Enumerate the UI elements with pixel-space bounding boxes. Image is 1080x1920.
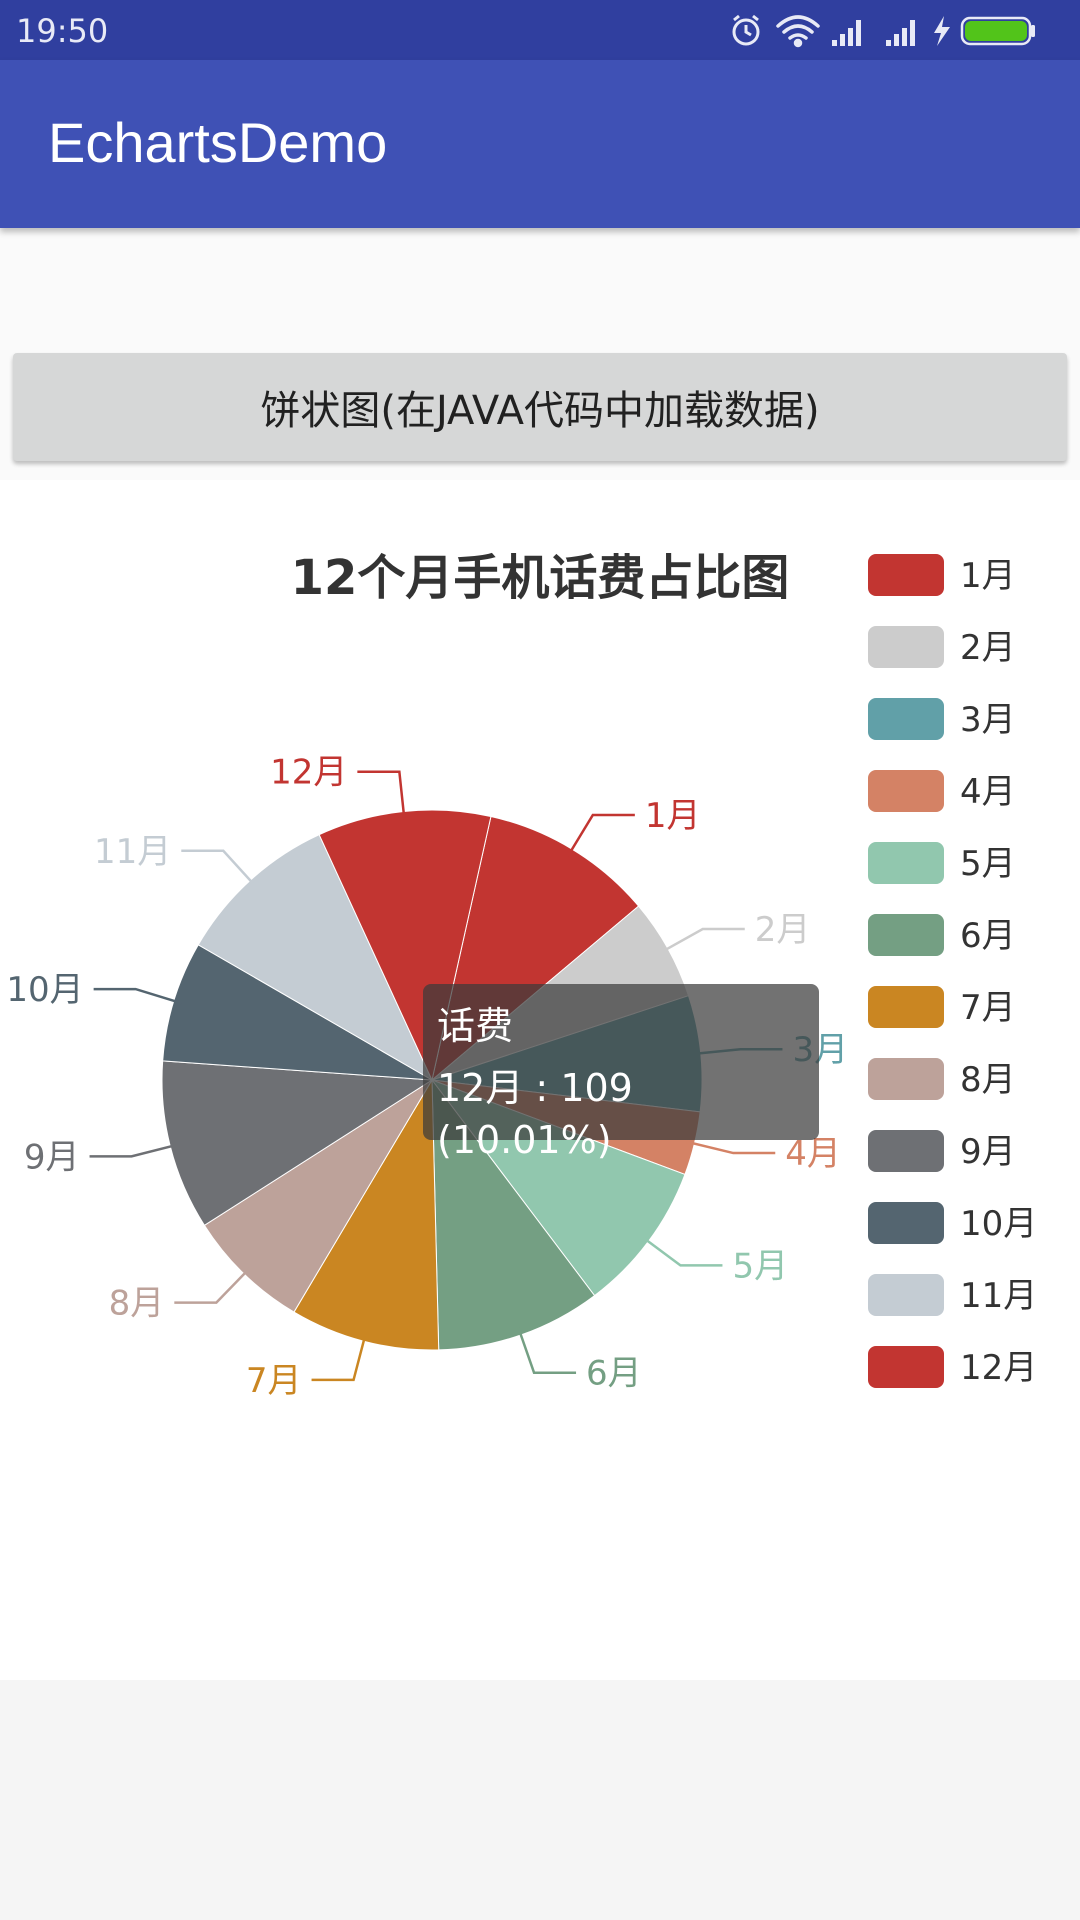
pie-callout-line-2 [660,927,745,954]
legend-swatch-9[interactable] [868,1130,944,1172]
legend-label-10[interactable]: 10月 [960,1204,1037,1244]
wifi-icon [776,15,820,48]
legend-label-7[interactable]: 7月 [960,988,1016,1028]
pie-callout-line-1 [566,813,635,857]
pie-label-2: 2月 [755,910,811,950]
legend-swatch-11[interactable] [868,1274,944,1316]
legend-swatch-5[interactable] [868,842,944,884]
pie-chart-button[interactable]: 饼状图(在JAVA代码中加载数据) [13,353,1067,461]
pie-callout-line-7 [311,1333,367,1382]
legend-label-1[interactable]: 1月 [960,556,1016,596]
legend-label-8[interactable]: 8月 [960,1060,1016,1100]
app-bar: EchartsDemo [0,60,1080,228]
legend-swatch-1[interactable] [868,554,944,596]
status-time: 19:50 [16,12,109,50]
pie-callout-line-9 [89,1143,179,1158]
pie-callout-line-6 [517,1326,577,1374]
pie-callout-line-4 [686,1140,776,1155]
legend-swatch-6[interactable] [868,914,944,956]
pie-label-12: 12月 [270,753,347,793]
pie-label-11: 11月 [94,832,171,872]
pie-callout-line-12 [357,770,406,820]
legend-swatch-3[interactable] [868,698,944,740]
legend-swatch-2[interactable] [868,626,944,668]
signal-icon [832,20,861,46]
legend-label-5[interactable]: 5月 [960,844,1016,884]
chart-legend: 1月 2月 3月 4月 5月 6月 7月 8月 9月 10月 11月 12月 [868,554,1037,1388]
pie-callout-line-10 [93,987,182,1005]
legend-swatch-8[interactable] [868,1058,944,1100]
pie-label-5: 5月 [732,1246,788,1286]
chart-tooltip: 话费 12月 : 109 (10.01%) [423,984,819,1162]
status-bar: 19:50 [0,0,1080,60]
pie-label-9: 9月 [24,1137,80,1177]
legend-label-12[interactable]: 12月 [960,1348,1037,1388]
tooltip-text: 12月 : 109 (10.01%) [437,1066,633,1162]
status-icons [732,14,1035,48]
legend-label-3[interactable]: 3月 [960,700,1016,740]
pie-label-1: 1月 [645,796,701,836]
legend-label-9[interactable]: 9月 [960,1132,1016,1172]
signal-icon-2 [886,20,915,46]
bottom-area [0,1680,1080,1920]
pie-callout-line-11 [181,849,257,888]
alarm-icon [732,14,760,46]
pie-label-10: 10月 [6,970,83,1010]
legend-swatch-10[interactable] [868,1202,944,1244]
legend-label-4[interactable]: 4月 [960,772,1016,812]
legend-label-11[interactable]: 11月 [960,1276,1037,1316]
tooltip-title: 话费 [437,1004,514,1048]
pie-label-7: 7月 [246,1361,302,1401]
pie-label-4: 4月 [785,1134,841,1174]
pie-callout-line-8 [174,1267,251,1304]
legend-swatch-7[interactable] [868,986,944,1028]
legend-label-6[interactable]: 6月 [960,916,1016,956]
legend-swatch-4[interactable] [868,770,944,812]
legend-swatch-12[interactable] [868,1346,944,1388]
chart-title: 12个月手机话费占比图 [291,550,790,606]
pie-label-6: 6月 [586,1354,642,1394]
battery-icon [960,16,1035,46]
app-title: EchartsDemo [48,111,388,174]
pie-label-8: 8月 [109,1284,165,1324]
charging-icon [934,16,950,46]
pie-callout-line-5 [641,1235,723,1267]
legend-label-2[interactable]: 2月 [960,628,1016,668]
